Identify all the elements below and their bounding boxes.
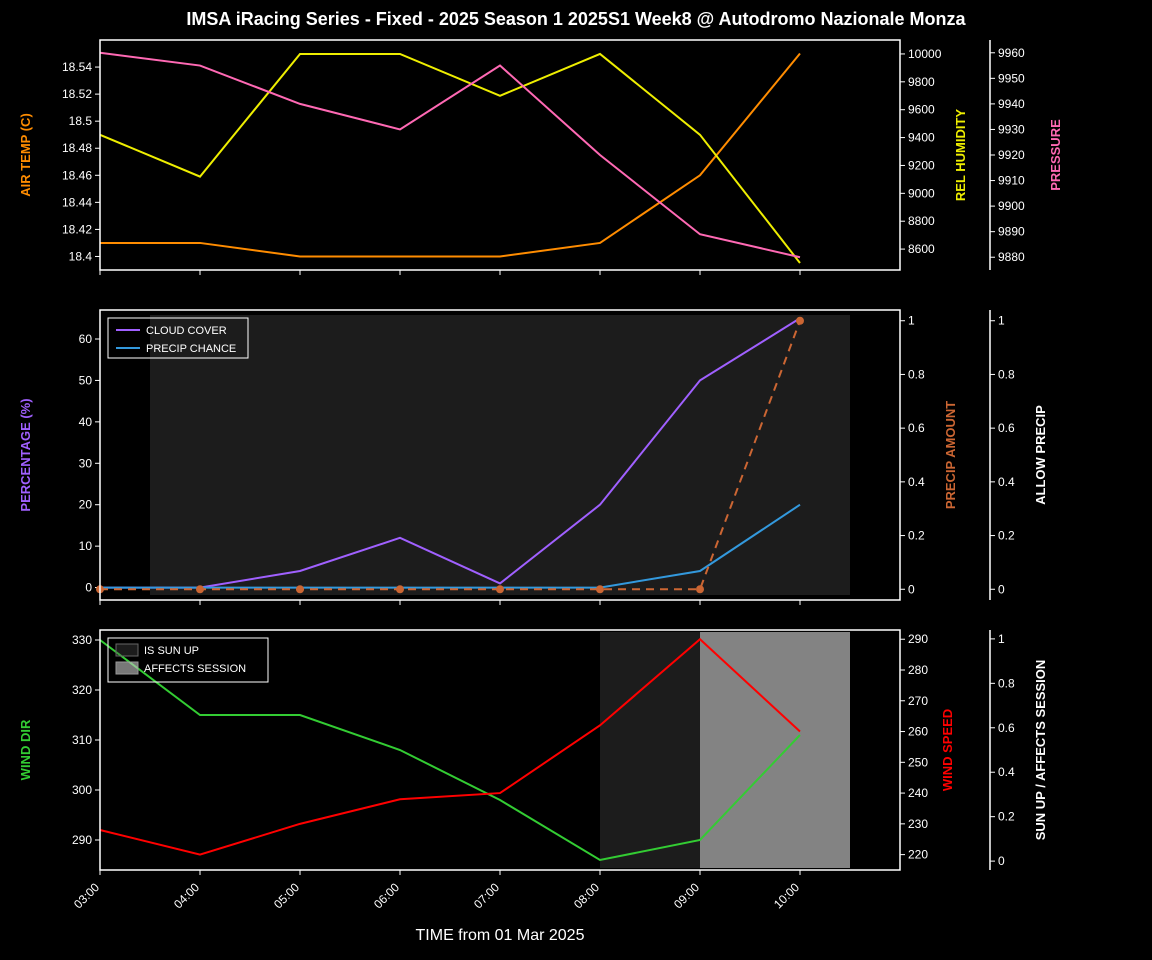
svg-text:18.4: 18.4: [69, 249, 93, 263]
svg-text:8800: 8800: [908, 214, 935, 228]
svg-text:260: 260: [908, 725, 928, 739]
svg-text:18.48: 18.48: [62, 141, 92, 155]
svg-text:330: 330: [72, 633, 92, 647]
svg-text:0.4: 0.4: [908, 475, 925, 489]
svg-text:06:00: 06:00: [371, 880, 402, 911]
svg-text:0: 0: [998, 854, 1005, 868]
svg-text:WIND DIR: WIND DIR: [18, 719, 33, 780]
svg-text:60: 60: [79, 332, 93, 346]
svg-text:0.4: 0.4: [998, 765, 1015, 779]
svg-text:18.44: 18.44: [62, 195, 92, 209]
panel3-legend: IS SUN UP AFFECTS SESSION: [108, 638, 268, 682]
svg-text:1: 1: [998, 632, 1005, 646]
chart-title: IMSA iRacing Series - Fixed - 2025 Seaso…: [186, 9, 966, 29]
svg-text:0.2: 0.2: [998, 810, 1015, 824]
svg-text:9000: 9000: [908, 186, 935, 200]
svg-text:1: 1: [908, 314, 915, 328]
svg-text:0.8: 0.8: [908, 367, 925, 381]
svg-text:18.46: 18.46: [62, 168, 92, 182]
svg-text:9800: 9800: [908, 75, 935, 89]
svg-text:9890: 9890: [998, 225, 1025, 239]
svg-text:0: 0: [908, 582, 915, 596]
svg-text:9900: 9900: [998, 199, 1025, 213]
svg-text:0: 0: [85, 581, 92, 595]
svg-text:0.8: 0.8: [998, 676, 1015, 690]
svg-text:0.8: 0.8: [998, 367, 1015, 381]
svg-text:0.6: 0.6: [998, 721, 1015, 735]
svg-text:08:00: 08:00: [571, 880, 602, 911]
svg-text:320: 320: [72, 683, 92, 697]
svg-text:0.6: 0.6: [908, 421, 925, 435]
svg-text:250: 250: [908, 755, 928, 769]
svg-text:PERCENTAGE (%): PERCENTAGE (%): [18, 398, 33, 511]
svg-text:220: 220: [908, 848, 928, 862]
svg-text:ALLOW PRECIP: ALLOW PRECIP: [1033, 405, 1048, 505]
svg-text:04:00: 04:00: [171, 880, 202, 911]
svg-text:9940: 9940: [998, 97, 1025, 111]
svg-text:18.54: 18.54: [62, 60, 92, 74]
svg-text:270: 270: [908, 694, 928, 708]
svg-text:20: 20: [79, 498, 93, 512]
svg-text:0.2: 0.2: [908, 529, 925, 543]
x-axis-label: TIME from 01 Mar 2025: [416, 927, 585, 944]
svg-text:9950: 9950: [998, 71, 1025, 85]
svg-text:30: 30: [79, 456, 93, 470]
svg-text:9200: 9200: [908, 158, 935, 172]
svg-text:10:00: 10:00: [771, 880, 802, 911]
svg-text:290: 290: [72, 833, 92, 847]
svg-text:10000: 10000: [908, 47, 942, 61]
svg-text:40: 40: [79, 415, 93, 429]
svg-text:09:00: 09:00: [671, 880, 702, 911]
svg-text:18.5: 18.5: [69, 114, 93, 128]
svg-text:310: 310: [72, 733, 92, 747]
svg-text:SUN UP / AFFECTS SESSION: SUN UP / AFFECTS SESSION: [1033, 660, 1048, 841]
svg-text:290: 290: [908, 632, 928, 646]
svg-text:PRESSURE: PRESSURE: [1048, 119, 1063, 191]
svg-text:REL HUMIDITY: REL HUMIDITY: [953, 109, 968, 202]
svg-text:280: 280: [908, 663, 928, 677]
svg-text:50: 50: [79, 373, 93, 387]
svg-text:240: 240: [908, 786, 928, 800]
weather-chart: IMSA iRacing Series - Fixed - 2025 Seaso…: [0, 0, 1152, 960]
svg-text:03:00: 03:00: [71, 880, 102, 911]
svg-text:18.42: 18.42: [62, 222, 92, 236]
svg-text:CLOUD COVER: CLOUD COVER: [146, 325, 227, 337]
svg-text:1: 1: [998, 314, 1005, 328]
svg-text:9600: 9600: [908, 103, 935, 117]
svg-text:9400: 9400: [908, 131, 935, 145]
svg-text:300: 300: [72, 783, 92, 797]
svg-text:0.6: 0.6: [998, 421, 1015, 435]
svg-text:0.2: 0.2: [998, 529, 1015, 543]
svg-text:0: 0: [998, 582, 1005, 596]
svg-text:9910: 9910: [998, 174, 1025, 188]
svg-text:9930: 9930: [998, 122, 1025, 136]
svg-text:PRECIP AMOUNT: PRECIP AMOUNT: [943, 401, 958, 509]
svg-text:10: 10: [79, 539, 93, 553]
svg-text:PRECIP CHANCE: PRECIP CHANCE: [146, 343, 236, 355]
svg-text:18.52: 18.52: [62, 87, 92, 101]
svg-text:9880: 9880: [998, 250, 1025, 264]
svg-text:AFFECTS SESSION: AFFECTS SESSION: [144, 663, 246, 675]
svg-text:WIND SPEED: WIND SPEED: [940, 709, 955, 791]
svg-text:05:00: 05:00: [271, 880, 302, 911]
svg-text:IS SUN UP: IS SUN UP: [144, 645, 199, 657]
svg-text:9920: 9920: [998, 148, 1025, 162]
svg-text:8600: 8600: [908, 242, 935, 256]
svg-text:0.4: 0.4: [998, 475, 1015, 489]
svg-text:AIR TEMP (C): AIR TEMP (C): [18, 113, 33, 197]
svg-text:07:00: 07:00: [471, 880, 502, 911]
svg-text:230: 230: [908, 817, 928, 831]
svg-text:9960: 9960: [998, 46, 1025, 60]
